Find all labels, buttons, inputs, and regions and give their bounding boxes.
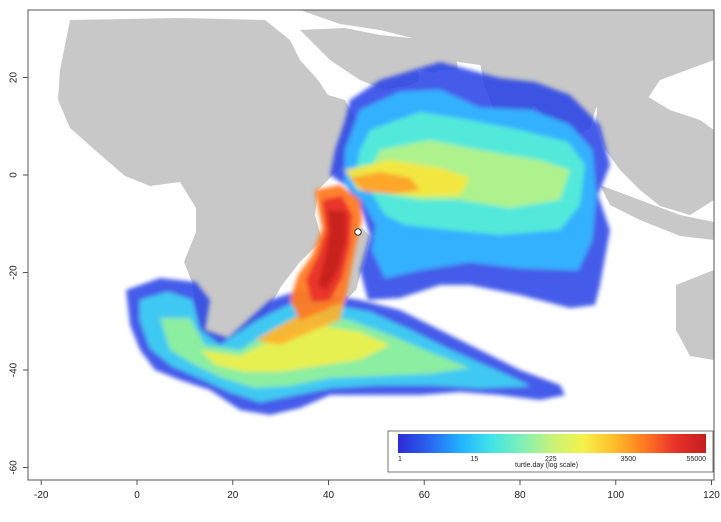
x-tick-label: 100 bbox=[607, 490, 624, 501]
x-axis: -20 0 20 40 60 80 100 120 bbox=[34, 480, 720, 501]
colorbar-tick-label: 55000 bbox=[687, 456, 707, 463]
land-masses bbox=[58, 10, 714, 360]
x-tick-label: 80 bbox=[514, 490, 526, 501]
land-indonesia bbox=[600, 185, 714, 240]
colorbar-tick-label: 3500 bbox=[620, 456, 636, 463]
x-tick-label: 0 bbox=[134, 490, 140, 501]
colorbar-legend: 1 15 225 3500 55000 turtle.day (log scale) bbox=[387, 430, 714, 473]
colorbar-ticks: 1 15 225 3500 55000 bbox=[398, 456, 706, 463]
x-tick-label: 40 bbox=[323, 490, 335, 501]
colorbar-tick-label: 1 bbox=[398, 456, 402, 463]
colorbar-tick-label: 15 bbox=[471, 456, 479, 463]
x-tick-label: 120 bbox=[703, 490, 720, 501]
y-tick-label: 0 bbox=[9, 172, 20, 178]
colorbar-tick-label: 225 bbox=[545, 456, 557, 463]
plot-area bbox=[58, 10, 714, 415]
x-tick-label: 60 bbox=[419, 490, 431, 501]
land-africa bbox=[58, 18, 376, 348]
y-tick-label: -20 bbox=[9, 265, 20, 280]
land-southeast-asia bbox=[596, 92, 714, 215]
land-australia bbox=[676, 270, 714, 360]
release-point-marker bbox=[354, 228, 362, 236]
y-tick-label: 20 bbox=[9, 72, 20, 84]
y-tick-label: -60 bbox=[9, 460, 20, 475]
y-axis: 20 0 -20 -40 -60 bbox=[9, 72, 28, 475]
x-tick-label: 20 bbox=[227, 490, 239, 501]
y-tick-label: -40 bbox=[9, 362, 20, 377]
plot-frame bbox=[27, 9, 715, 481]
x-tick-label: -20 bbox=[34, 490, 49, 501]
colorbar-gradient bbox=[398, 434, 706, 453]
colorbar-title: turtle.day (log scale) bbox=[515, 462, 578, 469]
dispersal-density-heatmap bbox=[126, 62, 610, 415]
